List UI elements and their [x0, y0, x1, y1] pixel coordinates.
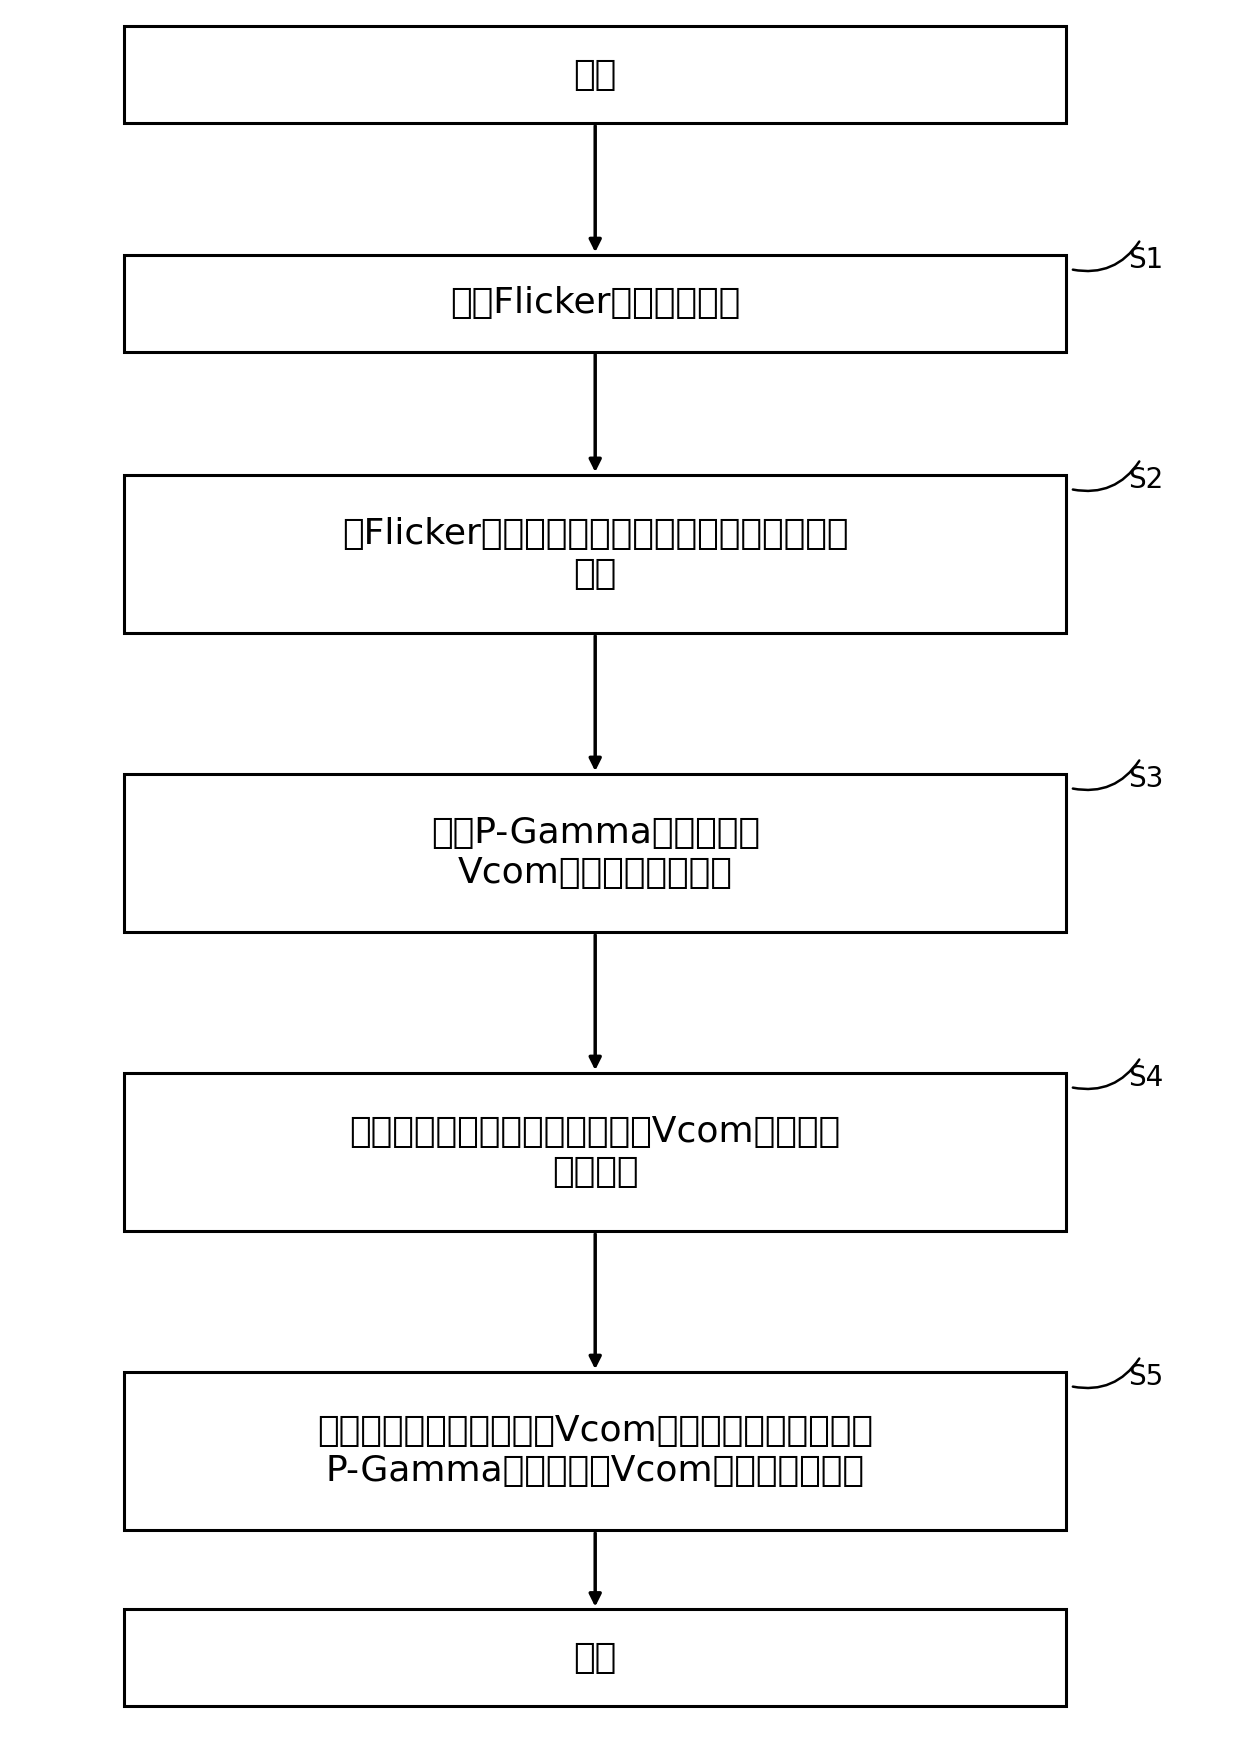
Text: S1: S1 — [1128, 246, 1163, 274]
Text: 保存不闪烁或闪烁程度最小时的Vcom电压控制
寄存器值: 保存不闪烁或闪烁程度最小时的Vcom电压控制 寄存器值 — [350, 1115, 841, 1189]
FancyBboxPatch shape — [124, 1609, 1066, 1706]
Text: 开始: 开始 — [574, 58, 616, 91]
Text: S2: S2 — [1128, 466, 1163, 494]
Text: 调整P-Gamma芯片对应的
Vcom电压控制寄存器值: 调整P-Gamma芯片对应的 Vcom电压控制寄存器值 — [430, 816, 760, 890]
FancyBboxPatch shape — [124, 774, 1066, 932]
Text: 液晶电视开机后将保存的Vcom电压控制寄存器值写入
P-Gamma芯片对应的Vcom电压控制寄存器: 液晶电视开机后将保存的Vcom电压控制寄存器值写入 P-Gamma芯片对应的Vc… — [317, 1414, 873, 1488]
FancyBboxPatch shape — [124, 1073, 1066, 1231]
Text: 结束: 结束 — [574, 1641, 616, 1675]
Text: S3: S3 — [1128, 765, 1164, 793]
Text: S5: S5 — [1128, 1363, 1163, 1391]
FancyBboxPatch shape — [124, 475, 1066, 633]
FancyBboxPatch shape — [124, 26, 1066, 123]
Text: S4: S4 — [1128, 1064, 1163, 1092]
FancyBboxPatch shape — [124, 255, 1066, 352]
FancyBboxPatch shape — [124, 1372, 1066, 1530]
Text: 将Flicker调试画面数据输出至液晶电视屏幕进行
显示: 将Flicker调试画面数据输出至液晶电视屏幕进行 显示 — [342, 517, 848, 591]
Text: 生成Flicker调试画面数据: 生成Flicker调试画面数据 — [450, 287, 740, 320]
